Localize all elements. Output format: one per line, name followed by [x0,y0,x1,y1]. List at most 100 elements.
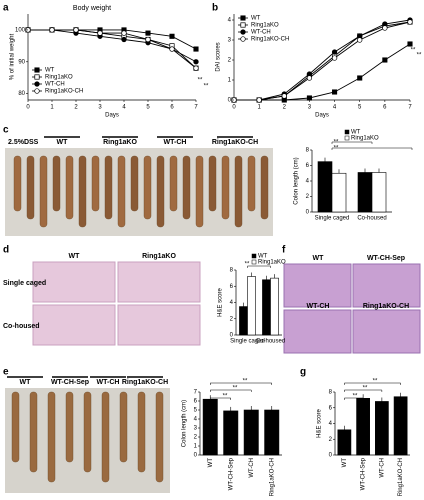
marker [121,36,127,43]
significance-bracket [344,389,383,392]
significance-bracket [344,382,401,385]
marker [256,97,262,103]
photo-label: WT-CH [164,139,187,146]
significance-bracket [210,389,252,392]
marker [306,75,313,81]
marker [332,89,338,95]
y-tick-label: 1 [194,444,198,450]
line-series [28,29,197,69]
histology-image [283,263,352,308]
x-tick-label: 2 [283,105,287,111]
colon-image [143,155,152,220]
colon-image [39,155,48,228]
legend-label: WT-CH [45,82,65,88]
legend-label: WT [251,16,261,22]
x-tick-label: 0 [232,105,236,111]
photo-label: Ring1aKO-CH [212,139,258,146]
bar [239,306,248,336]
legend-label: WT [351,130,361,136]
x-tick-label: Ring1aKO-CH [398,458,404,496]
x-tick-label: 3 [308,105,312,111]
legend-marker [240,36,246,42]
panel-letter: f [282,245,286,256]
panel-letter: b [212,3,218,14]
y-tick-label: 4 [194,417,198,423]
x-axis-label: Days [315,113,329,119]
x-tick-label: 6 [170,105,174,111]
x-tick-label: 7 [194,105,198,111]
legend-marker [240,22,246,28]
y-tick-label: 4 [230,300,234,306]
y-axis-label: Colon length (cm) [294,157,300,204]
marker [382,57,388,63]
colon-image [65,391,74,463]
colon-image [47,391,56,483]
line-series [234,43,411,101]
legend-marker [34,81,40,87]
x-tick-label: Co-housed [357,216,386,222]
histology-image [352,263,421,308]
colon-image [104,155,113,220]
bar [243,409,259,456]
photo-label: Ring1aKO-CH [122,379,168,386]
histology-image [117,261,201,303]
x-tick-label: WT-CH-Sep [361,457,367,490]
y-tick-label: 2 [230,316,234,322]
y-axis-label: DAI scores [216,42,222,71]
histology-image [32,261,116,303]
y-axis-label: H&E score [218,288,224,317]
colon-image [234,155,243,228]
panel-letter: d [3,245,9,256]
x-tick-label: 5 [358,105,362,111]
y-tick-label: 0 [228,98,232,104]
significance-bracket [331,147,413,150]
colon-image [195,155,204,228]
marker [49,27,55,33]
colon-image [137,391,146,473]
bar [375,401,389,456]
bar [356,397,370,456]
legend-label: Ring1aKO-CH [251,37,289,43]
legend-marker [34,88,40,94]
y-axis-label: H&E score [317,409,323,438]
x-tick-label: 7 [408,105,412,111]
line-series [28,29,197,63]
significance-label: ** [233,386,238,392]
significance-label: ** [223,394,228,400]
y-tick-label: 100 [15,28,26,34]
photo-label: WT [313,255,325,262]
bar [270,277,279,336]
x-axis-label: Days [105,113,119,119]
bar [202,398,218,456]
colon-image [247,155,256,212]
y-tick-label: 5 [194,408,198,414]
significance-bracket [210,397,231,400]
x-tick-label: 0 [26,105,30,111]
marker [169,46,175,52]
significance-label: ** [363,386,368,392]
y-tick-label: 2 [228,58,232,64]
colon-image [52,155,61,212]
x-tick-label: Single caged [315,216,350,222]
colon-image [156,155,165,228]
significance-label: ** [411,48,416,54]
bar [393,396,408,456]
colon-image [130,155,139,212]
y-tick-label: 0 [329,453,333,459]
colon-image [182,155,191,220]
histology-image [352,309,421,354]
photo-label: Co-housed [3,323,40,330]
line-series [234,21,411,101]
histology-image [117,304,201,346]
photo-label: WT [20,379,32,386]
marker [281,93,287,99]
y-tick-label: 90 [18,59,25,65]
photo-label: WT-CH [307,303,330,310]
y-tick-label: 2 [194,435,198,441]
marker [193,59,199,65]
bar [262,279,271,336]
x-tick-label: 1 [257,105,261,111]
x-tick-label: WT [342,458,348,468]
